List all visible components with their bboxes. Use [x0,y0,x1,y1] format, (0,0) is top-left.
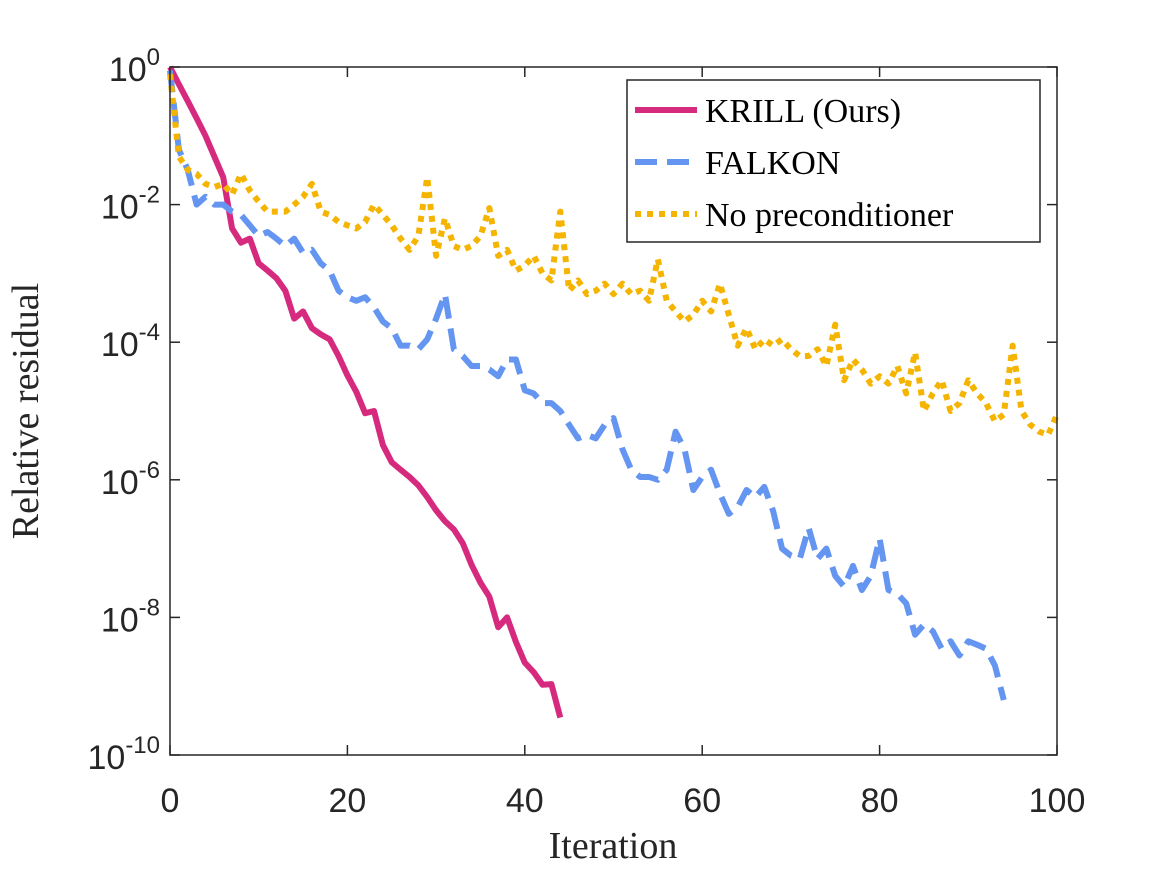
y-tick-label: 10-2 [101,182,160,227]
y-tick-label: 10-10 [87,732,160,777]
series-line [167,65,564,719]
y-tick-label: 10-6 [101,457,160,502]
y-tick-label: 100 [109,44,160,89]
legend-label: No preconditioner [705,197,954,234]
x-tick-label: 80 [861,782,899,820]
x-tick-label: 0 [161,782,180,820]
x-tick-label: 100 [1029,782,1086,820]
x-tick-label: 60 [683,782,721,820]
y-tick-label: 10-4 [101,319,160,364]
legend-label: KRILL (Ours) [705,93,901,130]
legend-label: FALKON [705,145,840,182]
y-axis-label: Relative residual [5,283,47,539]
series-line [167,73,1060,438]
y-tick-label: 10-8 [101,594,160,639]
x-axis-label: Iteration [549,825,678,867]
x-tick-label: 20 [328,782,366,820]
x-tick-label: 40 [506,782,544,820]
series-line [167,70,1007,701]
axes-box [169,66,1058,756]
